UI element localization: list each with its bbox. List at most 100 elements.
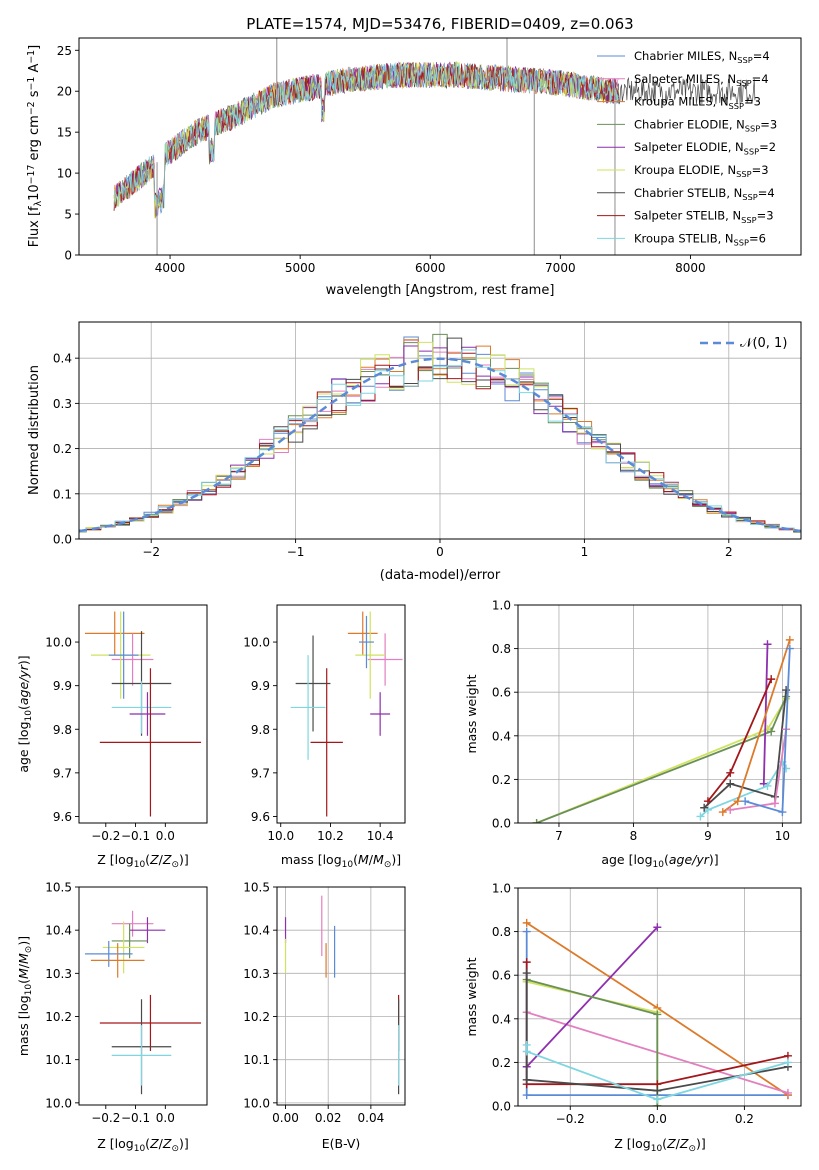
plot-area-weight_Z [522,918,792,1106]
weight-marker [653,1095,662,1104]
y-tick-label: 10.2 [243,1010,270,1024]
panel-spectrum: 4000 5000 6000 7000 8000 0 5 10 15 20 25 PLATE=1574… [26,15,802,298]
y-tick-label: 0.0 [492,1100,511,1114]
x-tick-label: 7 [555,829,563,843]
x-tick-label: 0.0 [156,829,175,843]
x-tick-label: 0.0 [648,1112,667,1126]
x-tick-label: 0.02 [315,1111,342,1125]
x-tick-label: 7000 [545,261,576,275]
gaussian-curve [79,357,801,533]
plot-area-age_Z [84,611,202,817]
x-tick-label: −0.2 [556,1112,585,1126]
x-tick-label: −0.1 [121,829,150,843]
weight-marker [696,812,705,821]
y-tick-label: 0 [64,249,72,263]
y-tick-label: 9.6 [251,810,270,824]
y-tick-label: 1.0 [492,599,511,613]
legend-entry: Salpeter ELODIE, NSSP=2 [634,140,776,156]
y-tick-label: 20 [57,85,72,99]
legend-entry: Chabrier STELIB, NSSP=4 [634,186,775,202]
x-tick-label: 10 [775,829,790,843]
y-tick-label: 0.4 [53,352,72,366]
weight-marker [522,927,531,936]
weight-marker [733,797,742,806]
y-tick-label: 10.5 [45,881,72,895]
x-tick-label: 0.00 [272,1111,299,1125]
x-tick-label: −2 [142,545,160,559]
weight-marker [770,799,779,808]
legend-entry: Salpeter STELIB, NSSP=3 [634,209,774,225]
y-tick-label: 15 [57,126,72,140]
y-tick-label: 0.8 [492,925,511,939]
weight-marker [785,635,794,644]
weight-marker [726,768,735,777]
axes-frame [276,886,406,1106]
weight-marker [522,1075,531,1084]
weight-marker [532,819,541,823]
x-tick-label: −0.2 [91,1111,120,1125]
x-tick-label: 5000 [285,261,316,275]
x-tick-label: 10.0 [267,829,294,843]
x-tick-label: −1 [287,545,305,559]
weight-marker [703,797,712,806]
histogram-step [79,337,801,532]
axes-frame [276,604,406,824]
plot-area-spectrum [113,38,756,255]
weight-marker [726,779,735,788]
legend-entry: Kroupa MILES, NSSP=3 [634,95,761,111]
x-axis-label: Z [log10(Z/Z⊙)] [97,852,189,870]
x-tick-label: 2 [725,545,733,559]
y-tick-label: 10.1 [45,1053,72,1067]
y-tick-label: 9.8 [251,723,270,737]
y-tick-label: 0.2 [492,1056,511,1070]
x-tick-label: −0.1 [121,1111,150,1125]
weight-marker [653,1010,662,1019]
y-axis-label: mass [log10(M/M⊙)] [16,936,34,1056]
y-tick-label: 5 [64,208,72,222]
weight-marker [767,675,776,684]
y-tick-label: 0.6 [492,686,511,700]
y-axis-label: Normed distribution [27,365,42,495]
x-tick-label: 0.2 [735,1112,754,1126]
x-axis-label: Z [log10(Z/Z⊙)] [97,1136,189,1154]
y-tick-label: 25 [57,44,72,58]
weight-marker [726,805,735,814]
y-tick-label: 10.2 [45,1010,72,1024]
histogram-step [79,345,801,532]
y-tick-label: 10.4 [45,924,72,938]
x-axis-label: Z [log10(Z/Z⊙)] [614,1136,706,1154]
y-tick-label: 0.6 [492,969,511,983]
axes-frame [517,887,802,1107]
weight-marker [522,918,531,927]
weight-marker [782,764,791,773]
weight-line [703,689,787,809]
weight-marker [763,640,772,649]
axes-frame [78,37,802,256]
weight-marker [783,1088,792,1097]
plot-area-age_mass [290,611,403,817]
x-tick-label: 9 [704,829,712,843]
weight-marker [522,1091,531,1100]
panel-mass_Z: −0.2 −0.1 0.0 10.0 10.1 10.2 10.3 10.4 10.5 Z [lo… [16,881,208,1154]
x-tick-label: 0 [436,545,444,559]
axes-frame [517,604,802,824]
legend-entry: Salpeter MILES, NSSP=4 [634,72,769,88]
panel-age_mass: 10.0 10.2 10.4 9.6 9.7 9.8 9.9 10.0 mass [log10(… [243,604,406,870]
weight-line [526,980,659,1106]
panel-weight_age: 7 8 9 10 0.0 0.2 0.4 0.6 0.8 1.0 age [log10(age/yr… [464,599,802,870]
y-tick-label: 9.9 [53,679,72,693]
legend-entry: Kroupa ELODIE, NSSP=3 [634,163,769,179]
y-tick-label: 9.9 [251,679,270,693]
plot-area-mass_Z [84,910,202,1095]
x-tick-label: −0.2 [91,829,120,843]
panel-age_Z: −0.2 −0.1 0.0 9.6 9.7 9.8 9.9 10.0 Z [log10(Z/Z⊙… [16,604,208,870]
weight-marker [778,808,787,817]
spectrum-line [113,61,619,210]
weight-marker [653,923,662,932]
legend-entry: Chabrier MILES, NSSP=4 [634,49,770,65]
y-axis-label: age [log10(age/yr)] [16,655,34,772]
panel-weight_Z: −0.2 0.0 0.2 0.0 0.2 0.4 0.6 0.8 1.0 Z [log10(Z/Z… [464,882,802,1154]
x-tick-label: 1 [581,545,589,559]
weight-line [536,698,787,823]
